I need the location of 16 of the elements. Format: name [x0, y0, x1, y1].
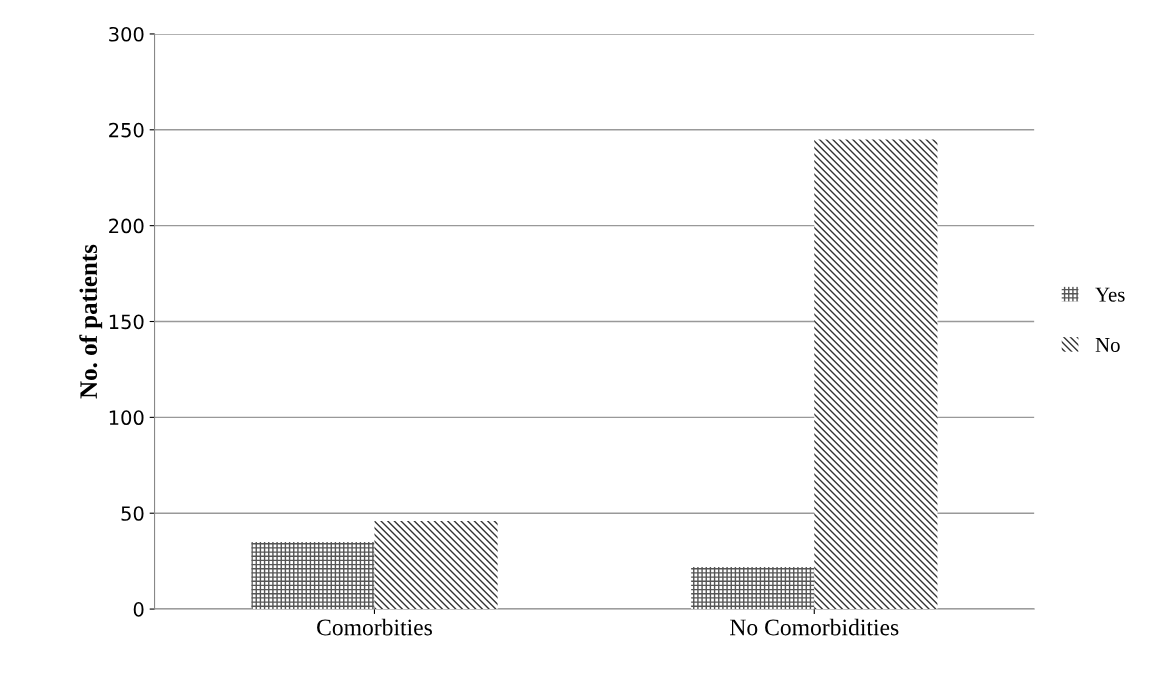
bar: [691, 566, 815, 610]
y-tick-label: 250: [109, 122, 144, 138]
legend-label: Yes: [1095, 287, 1125, 302]
y-tick-label: 150: [109, 314, 144, 330]
x-tick-label: Comorbities: [317, 618, 432, 636]
bar: [814, 139, 938, 610]
y-tick-label: 0: [133, 602, 144, 617]
legend-label: No: [1095, 338, 1120, 352]
y-tick-label: 300: [109, 26, 144, 42]
y-tick-label: 100: [109, 410, 144, 426]
y-axis-title: No. of patients: [79, 244, 103, 399]
bar: [251, 541, 375, 610]
x-tick-label: No Comorbidities: [730, 618, 899, 636]
bar: [374, 520, 498, 610]
y-tick-label: 200: [109, 218, 144, 234]
y-tick-label: 50: [121, 506, 144, 521]
